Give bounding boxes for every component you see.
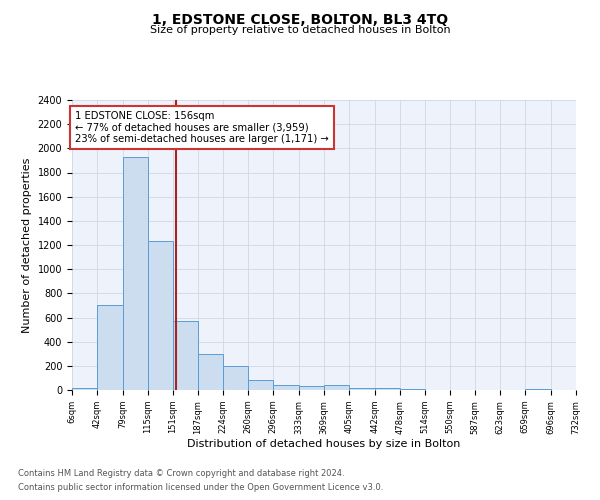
Bar (148, 242, 173, 390)
Bar (197, 354, 223, 390)
Text: Contains public sector information licensed under the Open Government Licence v3: Contains public sector information licen… (18, 484, 383, 492)
Bar (299, 386, 324, 390)
Text: Size of property relative to detached houses in Bolton: Size of property relative to detached ho… (149, 25, 451, 35)
Bar (248, 380, 274, 390)
Text: 1, EDSTONE CLOSE, BOLTON, BL3 4TQ: 1, EDSTONE CLOSE, BOLTON, BL3 4TQ (152, 12, 448, 26)
Text: Contains HM Land Registry data © Crown copyright and database right 2024.: Contains HM Land Registry data © Crown c… (18, 468, 344, 477)
Bar (324, 385, 349, 390)
Bar (400, 389, 425, 390)
X-axis label: Distribution of detached houses by size in Bolton: Distribution of detached houses by size … (187, 440, 461, 450)
Bar (223, 366, 248, 390)
Y-axis label: Number of detached properties: Number of detached properties (22, 158, 32, 332)
Bar (97, 306, 122, 390)
Bar (122, 157, 148, 390)
Bar (72, 388, 97, 390)
Bar (173, 321, 197, 390)
Text: 1 EDSTONE CLOSE: 156sqm
← 77% of detached houses are smaller (3,959)
23% of semi: 1 EDSTONE CLOSE: 156sqm ← 77% of detache… (75, 111, 329, 144)
Bar (349, 388, 374, 390)
Bar (274, 384, 299, 390)
Bar (374, 388, 400, 390)
